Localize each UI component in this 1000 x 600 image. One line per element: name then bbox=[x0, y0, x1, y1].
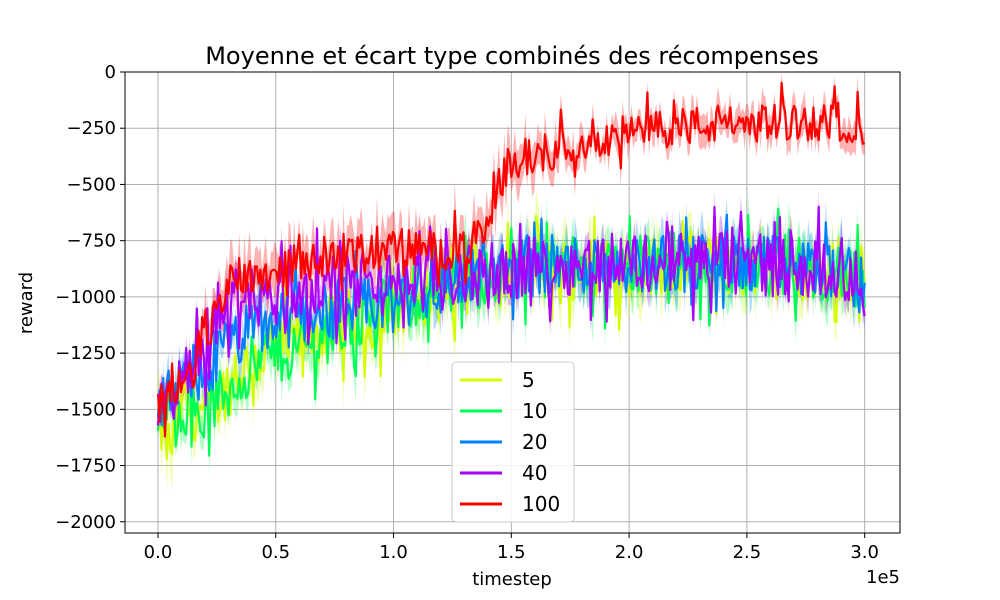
y-tick-label: −1750 bbox=[55, 456, 116, 477]
legend: 5 10 20 40 100 bbox=[451, 361, 575, 523]
x-tick-label: 0.0 bbox=[144, 542, 173, 563]
x-tick-label: 0.5 bbox=[261, 542, 290, 563]
x-tick-label: 3.0 bbox=[850, 542, 879, 563]
y-tick-label: −1500 bbox=[55, 399, 116, 420]
x-axis-offset-label: 1e5 bbox=[866, 567, 900, 588]
x-axis-ticks: 0.0 0.5 1.0 1.5 2.0 2.5 3.0 bbox=[144, 533, 879, 563]
y-tick-label: −2000 bbox=[55, 512, 116, 533]
x-tick-label: 1.0 bbox=[379, 542, 408, 563]
legend-label-40: 40 bbox=[522, 461, 547, 485]
x-axis-label: timestep bbox=[472, 569, 552, 590]
y-axis-ticks: 0 −250 −500 −750 −1000 −1250 −1500 −1750 −2000 bbox=[55, 62, 125, 533]
x-tick-label: 2.5 bbox=[733, 542, 762, 563]
series-line-100 bbox=[156, 81, 865, 438]
series-line-40 bbox=[156, 205, 866, 426]
legend-label-20: 20 bbox=[522, 430, 547, 454]
legend-label-10: 10 bbox=[522, 399, 547, 423]
legend-label-5: 5 bbox=[522, 368, 535, 392]
y-tick-label: 0 bbox=[105, 62, 116, 83]
x-tick-label: 1.5 bbox=[497, 542, 526, 563]
series-lines bbox=[156, 81, 866, 460]
series-line-20 bbox=[156, 213, 866, 432]
legend-frame bbox=[451, 361, 575, 523]
y-axis-label: reward bbox=[16, 272, 37, 334]
x-tick-label: 2.0 bbox=[615, 542, 644, 563]
y-tick-label: −750 bbox=[67, 231, 116, 252]
chart-title: Moyenne et écart type combinés des récom… bbox=[205, 42, 819, 70]
y-tick-label: −1000 bbox=[55, 287, 116, 308]
y-tick-label: −500 bbox=[67, 174, 116, 195]
y-tick-label: −1250 bbox=[55, 343, 116, 364]
legend-label-100: 100 bbox=[522, 492, 560, 516]
plot-frame bbox=[124, 71, 901, 534]
y-tick-label: −250 bbox=[67, 118, 116, 139]
